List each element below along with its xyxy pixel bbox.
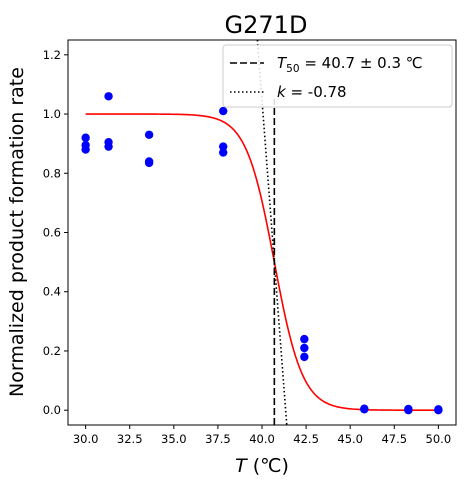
y-tick-label: 0.8 <box>43 166 61 180</box>
x-axis-label-unit: (℃) <box>247 455 289 477</box>
data-point <box>144 157 154 166</box>
data-point <box>219 106 228 116</box>
data-point <box>104 92 113 101</box>
x-tick-label: 32.5 <box>117 432 143 446</box>
legend-k-var: k <box>277 83 287 101</box>
data-point <box>300 334 309 344</box>
x-tick-label: 37.5 <box>205 432 231 446</box>
data-point <box>404 404 413 414</box>
y-tick-label: 1.0 <box>43 107 61 121</box>
data-point <box>434 405 443 414</box>
data-point <box>81 140 90 150</box>
x-axis-label-var: T <box>235 455 248 477</box>
legend-t50-var: T <box>277 54 288 72</box>
data-point <box>81 133 90 142</box>
axis-ticks: 30.0 32.5 35.0 37.5 40.0 42.5 45.0 47.5 50.0 0.0 0… <box>43 48 451 446</box>
legend-k-label: k = -0.78 <box>277 83 347 101</box>
y-tick-label: 0.2 <box>43 344 61 358</box>
x-tick-label: 45.0 <box>337 432 363 446</box>
x-tick-label: 47.5 <box>381 432 407 446</box>
data-point <box>144 130 154 139</box>
legend: T50 = 40.7 ± 0.3 ℃ k = -0.78 <box>222 44 453 108</box>
chart-title: G271D <box>225 11 308 39</box>
data-point <box>300 352 309 362</box>
data-point <box>219 148 228 157</box>
x-tick-label: 42.5 <box>293 432 319 446</box>
legend-box <box>222 44 453 108</box>
y-tick-label: 1.2 <box>43 48 61 62</box>
data-point <box>300 343 309 353</box>
data-point <box>360 404 369 413</box>
legend-t50-label: T50 = 40.7 ± 0.3 ℃ <box>277 54 423 75</box>
fit-curve <box>85 113 439 411</box>
legend-k-value: = -0.78 <box>286 83 347 101</box>
y-tick-label: 0.4 <box>43 285 61 299</box>
x-axis-label: T (℃) <box>235 455 289 477</box>
plot-frame <box>67 39 457 426</box>
legend-t50-subscript: 50 <box>286 63 299 75</box>
x-tick-label: 35.0 <box>161 432 187 446</box>
data-point <box>104 137 113 147</box>
data-point <box>219 142 228 151</box>
x-tick-label: 30.0 <box>73 432 99 446</box>
legend-t50-value: = 40.7 ± 0.3 ℃ <box>300 54 423 72</box>
x-tick-label: 50.0 <box>426 432 452 446</box>
x-tick-label: 40.0 <box>249 432 275 446</box>
y-tick-label: 0.6 <box>43 226 61 240</box>
y-tick-label: 0.0 <box>43 403 61 417</box>
y-axis-label: Normalized product formation rate <box>6 67 28 397</box>
